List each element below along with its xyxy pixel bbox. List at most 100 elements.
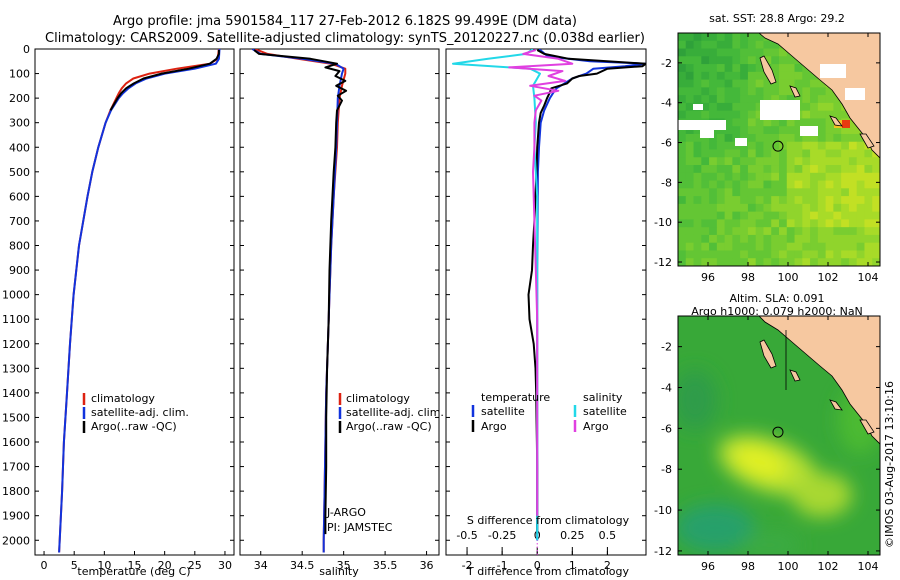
sst-pixel xyxy=(709,87,718,96)
sst-pixel xyxy=(740,234,749,244)
sst-pixel xyxy=(802,234,811,244)
sst-pixel xyxy=(747,234,757,244)
sst-pixel xyxy=(732,211,741,220)
sst-pixel xyxy=(693,95,702,104)
salinity-xtick-label: 35 xyxy=(337,559,351,572)
sst-pixel xyxy=(724,196,733,205)
sst-pixel xyxy=(841,172,850,181)
sst-pixel xyxy=(763,56,772,65)
sst-pixel xyxy=(763,133,772,143)
sst-pixel xyxy=(833,102,842,112)
sst-pixel xyxy=(755,188,764,197)
sst-pixel xyxy=(802,95,811,104)
sst-pixel xyxy=(848,250,858,259)
sst-pixel xyxy=(825,172,834,181)
sst-pixel xyxy=(693,234,702,244)
island-pagai-bottom xyxy=(829,399,843,411)
sst-pixel xyxy=(755,227,764,236)
sst-pixel xyxy=(779,234,788,244)
sst-pixel xyxy=(848,126,858,135)
sst-pixel xyxy=(685,126,694,135)
sst-pixel xyxy=(685,71,694,80)
sst-pixel xyxy=(724,48,733,57)
sst-pixel xyxy=(693,196,702,205)
sst-pixel xyxy=(724,211,733,220)
sst-pixel xyxy=(709,172,718,181)
sst-pixel xyxy=(833,234,842,244)
sst-pixel xyxy=(701,180,710,189)
sst-pixel xyxy=(709,95,718,104)
sst-pixel xyxy=(810,110,819,119)
sst-pixel xyxy=(685,196,694,205)
island-sipora-top xyxy=(789,85,801,98)
sst-pixel xyxy=(709,110,718,119)
depth-tick-label: 1700 xyxy=(2,461,30,474)
sst-pixel xyxy=(872,234,880,244)
sst-pixel xyxy=(747,188,757,197)
sst-pixel xyxy=(817,87,827,96)
sst-pixel xyxy=(817,102,827,112)
sst-pixel xyxy=(833,95,842,104)
sst-pixel xyxy=(872,188,880,197)
sst-pixel xyxy=(779,188,788,197)
sst-pixel xyxy=(747,203,757,213)
sst-pixel xyxy=(810,227,819,236)
sst-pixel xyxy=(841,234,850,244)
sst-pixel xyxy=(709,48,718,57)
sst-pixel xyxy=(755,196,764,205)
sst-pixel xyxy=(678,71,687,80)
map-ytick-label: -4 xyxy=(661,97,672,110)
sst-pixel xyxy=(810,102,819,112)
sst-pixel xyxy=(856,196,865,205)
sst-pixel xyxy=(747,126,757,135)
sst-pixel xyxy=(810,180,819,189)
sst-pixel xyxy=(779,95,788,104)
sst-pixel xyxy=(732,102,741,112)
sst-pixel xyxy=(701,242,710,251)
sst-pixel xyxy=(872,165,880,174)
sst-pixel xyxy=(872,211,880,220)
sst-pixel xyxy=(810,250,819,259)
sst-pixel xyxy=(709,227,718,236)
sst-pixel xyxy=(817,234,827,244)
sst-pixel xyxy=(701,48,710,57)
sst-pixel xyxy=(810,172,819,181)
sst-pixel xyxy=(709,188,718,197)
sst-pixel xyxy=(701,40,710,49)
sst-pixel xyxy=(786,258,795,266)
sst-pixel xyxy=(732,71,741,80)
difference-xtick-label: 0 xyxy=(534,559,541,572)
sst-pixel xyxy=(779,227,788,236)
sst-pixel xyxy=(747,196,757,205)
sst-pixel xyxy=(685,180,694,189)
sst-pixel xyxy=(779,126,788,135)
difference-legend: temperature salinity satellite Argo sate… xyxy=(471,391,627,433)
sst-pixel xyxy=(825,227,834,236)
sst-pixel xyxy=(779,149,788,158)
sst-pixel xyxy=(747,242,757,251)
sst-pixel xyxy=(755,56,764,65)
sst-pixel xyxy=(810,118,819,127)
sst-pixel xyxy=(779,180,788,189)
sst-pixel xyxy=(678,258,687,266)
sst-pixel xyxy=(802,110,811,119)
sst-pixel xyxy=(678,211,687,220)
temperature-xtick-label: 15 xyxy=(128,559,142,572)
sst-pixel xyxy=(740,48,749,57)
sst-pixel xyxy=(786,242,795,251)
sst-pixel xyxy=(763,250,772,259)
sst-pixel xyxy=(693,40,702,49)
sst-pixel xyxy=(701,141,710,150)
sst-pixel xyxy=(817,188,827,197)
sst-pixel xyxy=(709,64,718,73)
sst-pixel xyxy=(810,188,819,197)
sst-pixel xyxy=(872,157,880,166)
island-enggano-bottom xyxy=(859,419,875,435)
sst-pixel xyxy=(763,118,772,127)
sst-pixel xyxy=(771,250,780,259)
sst-pixel xyxy=(794,157,803,166)
sst-pixel xyxy=(685,165,694,174)
map-xtick-label: 104 xyxy=(858,560,879,573)
sst-pixel xyxy=(693,110,702,119)
sst-pixel xyxy=(701,234,710,244)
